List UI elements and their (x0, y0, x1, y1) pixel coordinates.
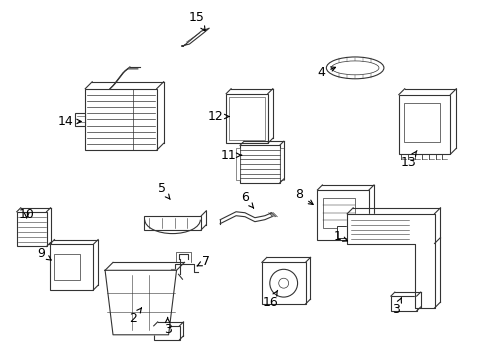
Bar (262, 262, 305, 304)
Text: 3: 3 (163, 318, 171, 336)
Text: 15: 15 (188, 11, 204, 31)
Bar (403, 103, 440, 142)
Circle shape (278, 278, 288, 288)
Text: 3: 3 (391, 298, 401, 316)
Bar (54, 255, 80, 280)
Text: 9: 9 (38, 247, 51, 260)
Text: 2: 2 (129, 308, 141, 325)
Ellipse shape (325, 57, 383, 79)
Bar (85, 89, 156, 150)
Bar (229, 96, 264, 140)
Text: 13: 13 (400, 150, 416, 168)
Polygon shape (181, 28, 209, 46)
Text: 4: 4 (317, 66, 335, 79)
Bar (323, 198, 354, 228)
Text: 5: 5 (157, 183, 170, 199)
Text: 8: 8 (295, 188, 312, 204)
Ellipse shape (331, 61, 378, 75)
Text: 11: 11 (220, 149, 241, 162)
Bar (279, 148, 283, 180)
Bar (17, 212, 46, 247)
Bar (337, 226, 346, 238)
Polygon shape (105, 270, 176, 335)
Bar (390, 296, 416, 311)
Bar (398, 95, 449, 154)
Bar (317, 190, 368, 239)
Text: 7: 7 (197, 255, 210, 268)
Text: 16: 16 (263, 291, 278, 309)
Text: 6: 6 (241, 192, 253, 208)
Polygon shape (346, 214, 434, 308)
Bar (143, 216, 201, 230)
Bar (153, 326, 179, 340)
Bar (240, 145, 279, 183)
Circle shape (418, 287, 429, 299)
Circle shape (269, 269, 297, 297)
Text: 14: 14 (58, 115, 81, 128)
Bar (49, 244, 93, 290)
Bar (236, 148, 240, 180)
Text: 1: 1 (333, 230, 347, 243)
Bar (75, 113, 85, 126)
Bar (225, 94, 267, 143)
Text: 10: 10 (19, 208, 35, 221)
Text: 12: 12 (207, 110, 228, 123)
